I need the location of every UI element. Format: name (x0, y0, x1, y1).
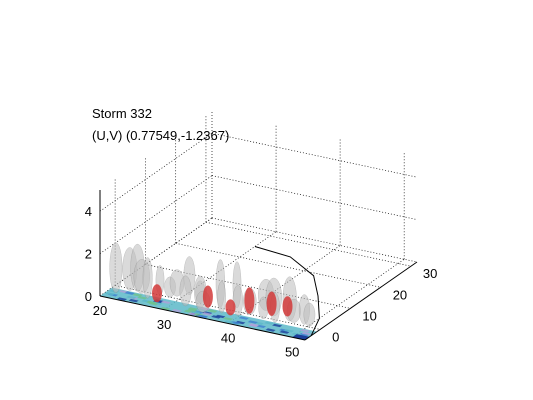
y-axis-line (304, 261, 418, 341)
gray-isosurface (303, 302, 316, 327)
base-cell (283, 329, 294, 333)
grid-line (211, 217, 418, 263)
red-isosurface (244, 287, 255, 314)
x-tick-label: 30 (157, 317, 171, 332)
base-cell (186, 308, 197, 312)
grid-lines (99, 112, 418, 338)
x-tick-label: 50 (285, 344, 299, 359)
z-tick-label: 0 (85, 289, 92, 304)
base-cell (215, 314, 226, 319)
x-tick-label: 40 (221, 331, 235, 346)
base-cell (238, 316, 249, 320)
red-isosurface (202, 285, 213, 308)
base-cell (300, 329, 311, 333)
base-cell (148, 302, 159, 306)
y-tick-label: 20 (393, 287, 407, 302)
storm-track-line (254, 246, 320, 337)
gray-isosurface (109, 242, 123, 294)
grid-line (205, 221, 412, 267)
x-tick-label: 20 (93, 303, 107, 318)
red-isosurface (152, 284, 162, 303)
base-cell (117, 297, 128, 301)
base-cell (132, 293, 143, 297)
gray-isosurface (179, 275, 192, 307)
base-cell (249, 323, 260, 327)
grid-line (99, 132, 213, 212)
x-axis-line (99, 295, 306, 341)
red-isosurface (225, 299, 236, 316)
base-cell (124, 291, 135, 295)
base-cell (137, 296, 148, 300)
gray-isosurface (142, 257, 153, 299)
axes (99, 190, 418, 341)
base-cell (264, 321, 275, 325)
base-cell (197, 314, 208, 318)
gray-isosurface (217, 281, 226, 314)
grid-line (99, 175, 213, 254)
grid-line (175, 242, 381, 288)
red-isosurface (266, 291, 277, 316)
base-cell (202, 312, 213, 316)
y-tick-label: 10 (362, 308, 376, 323)
base-cell (247, 320, 258, 324)
grid-line (115, 285, 321, 330)
base-cell (298, 333, 309, 337)
base-cell (160, 300, 171, 304)
y-tick-label: 0 (332, 330, 339, 345)
base-cell (224, 320, 235, 324)
base-cell (211, 315, 222, 319)
base-cell (104, 292, 115, 296)
base-cell (272, 323, 283, 328)
base-cell (301, 332, 312, 336)
base-cell (187, 307, 198, 311)
base-cell (171, 309, 182, 313)
grid-line (211, 175, 418, 220)
base-cell (292, 334, 310, 340)
tick-labels: 20 30 40 50 0 10 20 30 0 2 4 (85, 204, 438, 359)
z-tick-label: 4 (85, 204, 92, 219)
grid-line (145, 264, 351, 309)
base-cell (279, 330, 290, 334)
isosurfaces (109, 242, 316, 327)
chart-title: Storm 332 (92, 106, 152, 121)
y-tick-label: 30 (423, 266, 437, 281)
base-cell (222, 317, 233, 321)
base-cell (126, 295, 137, 299)
z-tick-label: 2 (85, 247, 92, 262)
base-cell (207, 309, 218, 313)
red-isosurface (282, 296, 293, 317)
grid-line (211, 132, 418, 178)
base-cell (160, 307, 171, 311)
storm-track (254, 246, 320, 337)
base-cell (265, 328, 276, 332)
base-cell (235, 320, 246, 325)
base-cell (128, 299, 139, 303)
chart-subtitle: (U,V) (0.77549,-1.2367) (92, 128, 230, 143)
